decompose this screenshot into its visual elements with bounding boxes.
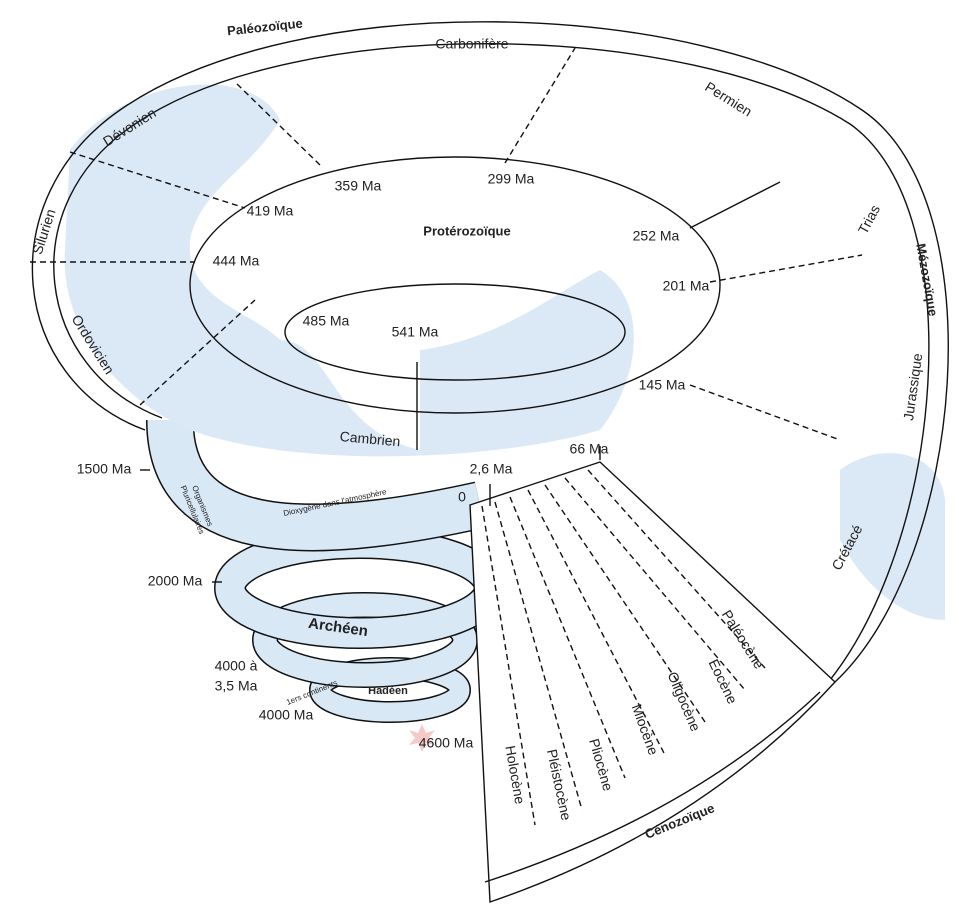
age-label: 359 Ma: [335, 178, 382, 194]
sea-patch: [65, 84, 634, 456]
age-label: 3,5 Ma: [215, 678, 258, 694]
period-label: Trias: [855, 202, 883, 237]
age-label: 4000 Ma: [259, 707, 314, 723]
era-label: Hadéen: [368, 685, 408, 697]
boundary: [690, 182, 780, 228]
age-label: 485 Ma: [303, 313, 350, 329]
geologic-spiral: Paléozoïque Mézozoïque Cénozoïque Protér…: [0, 0, 959, 904]
period-label: Jurassique: [900, 352, 925, 421]
age-label: 252 Ma: [633, 228, 680, 244]
age-label: 201 Ma: [663, 278, 710, 294]
age-label: 419 Ma: [247, 203, 294, 219]
age-label: 299 Ma: [488, 171, 535, 187]
period-label: Permien: [702, 78, 755, 119]
era-label: Protérozoïque: [423, 223, 510, 238]
period-label: Carbonifère: [435, 36, 508, 52]
age-label: 145 Ma: [639, 377, 686, 393]
boundary: [690, 385, 840, 440]
age-label: 4600 Ma: [419, 735, 474, 751]
age-label: 444 Ma: [213, 253, 260, 269]
boundary: [505, 48, 575, 163]
age-label: 1500 Ma: [77, 461, 132, 477]
age-label: 2000 Ma: [148, 573, 203, 589]
age-label: 541 Ma: [392, 324, 439, 340]
era-label: Mézozoïque: [913, 242, 941, 317]
age-label: 0: [458, 489, 466, 505]
age-label: 2,6 Ma: [470, 461, 513, 477]
band: [230, 543, 490, 633]
boundary: [710, 255, 862, 282]
spiral-tail: [170, 420, 490, 752]
era-label: Paléozoïque: [226, 16, 303, 39]
age-label: 4000 à: [215, 658, 258, 674]
age-label: 66 Ma: [570, 441, 609, 457]
